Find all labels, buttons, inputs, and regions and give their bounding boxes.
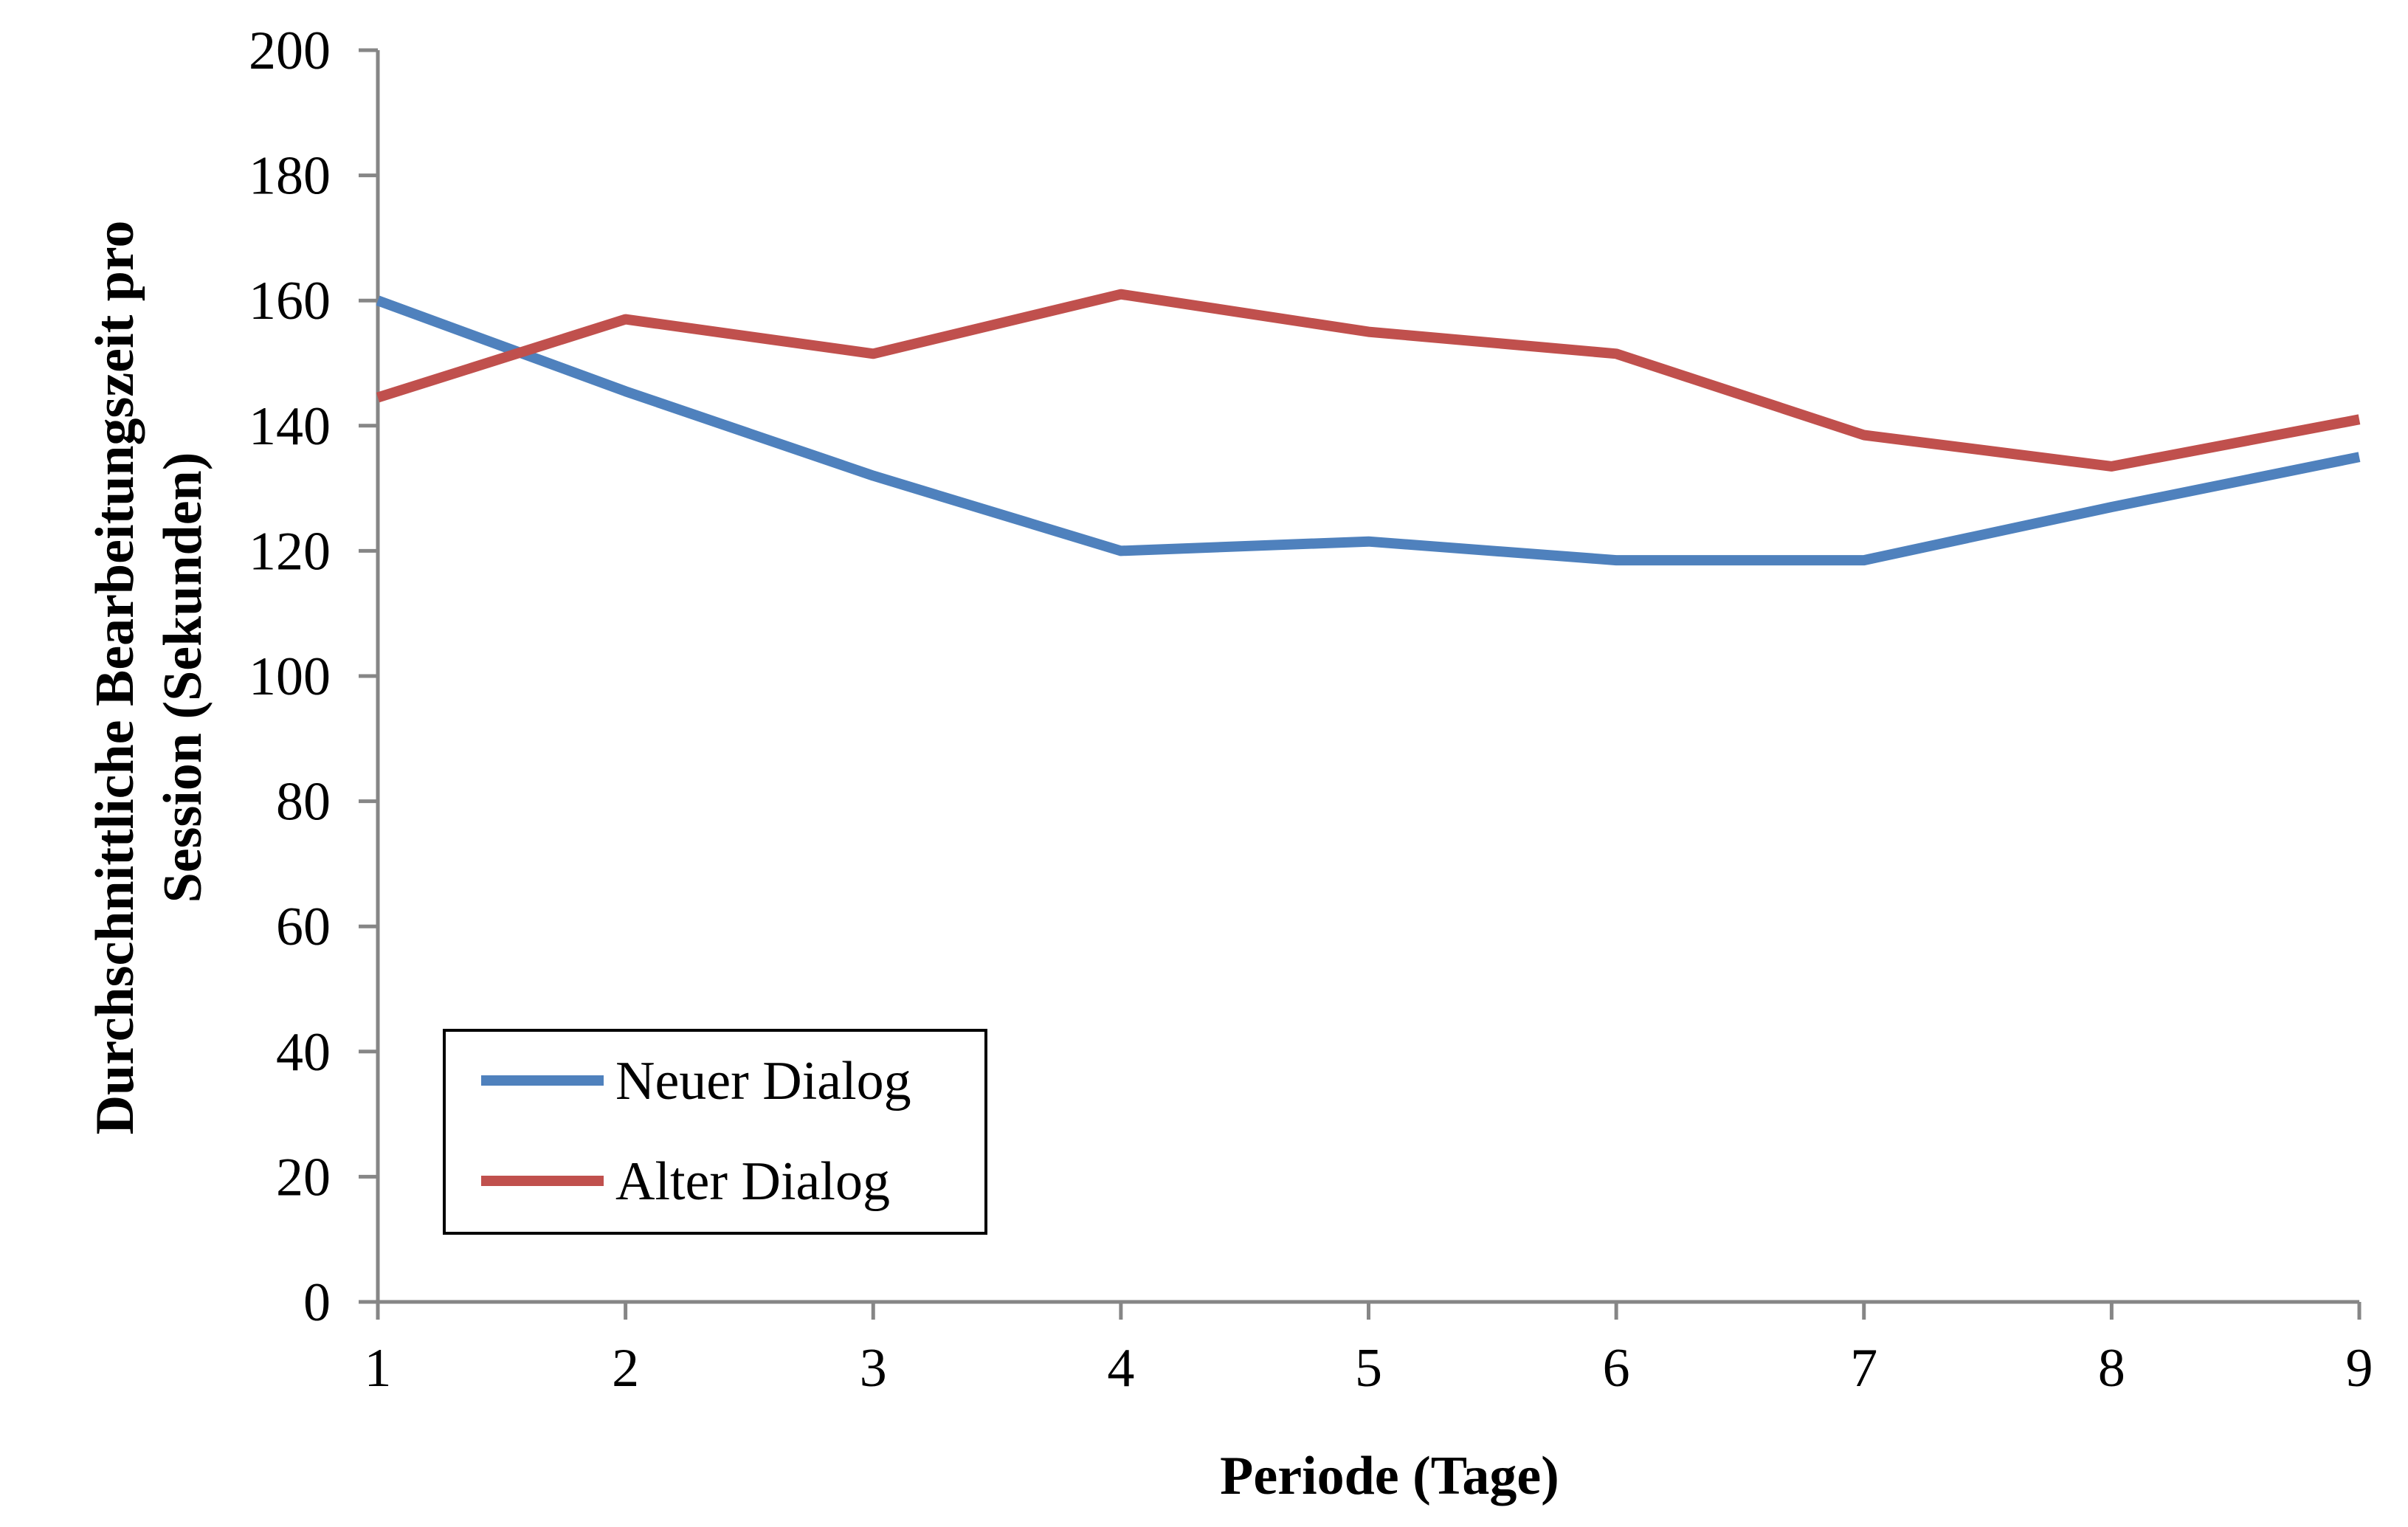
x-tick-label: 7 (1850, 1338, 1877, 1399)
series-lines (376, 289, 2361, 566)
y-tick-label: 200 (249, 21, 331, 81)
x-tick-label: 8 (2098, 1338, 2125, 1399)
y-tick-label: 80 (276, 772, 331, 833)
y-axis-title-line: Session (Sekunden) (153, 452, 213, 903)
legend-label-1: Neuer Dialog (615, 1051, 911, 1111)
y-tick-label: 180 (249, 146, 331, 207)
series-line-1 (376, 295, 2361, 566)
y-tick-label: 160 (249, 271, 331, 331)
x-tick-label: 1 (365, 1338, 392, 1399)
x-tick-label: 5 (1355, 1338, 1382, 1399)
axes: 0 20 40 60 80 100 120 140 160 180 200 1 2 3 4 5 6 7 8 9 (249, 21, 2373, 1399)
x-tick-label: 9 (2346, 1338, 2373, 1399)
x-tick-label: 2 (612, 1338, 639, 1399)
y-axis-title-line: Durchschnittliche Bearbeitungszeit pro (85, 221, 145, 1135)
y-tick-label: 40 (276, 1022, 331, 1083)
y-tick-label: 0 (303, 1272, 331, 1333)
x-tick-label: 4 (1107, 1338, 1134, 1399)
x-axis-title: Periode (Tage) (1220, 1446, 1559, 1506)
series-line-2 (376, 289, 2361, 472)
y-tick-label: 60 (276, 897, 331, 957)
y-tick-label: 20 (276, 1147, 331, 1207)
x-tick-label: 3 (860, 1338, 887, 1399)
x-tick-label: 6 (1603, 1338, 1630, 1399)
legend-label-2: Alter Dialog (615, 1151, 890, 1212)
legend-box (443, 1029, 987, 1235)
y-tick-label: 100 (249, 647, 331, 707)
y-axis-title: Durchschnittliche Bearbeitungszeit pro Se… (85, 221, 213, 1135)
y-tick-label: 120 (249, 521, 331, 582)
y-tick-label: 140 (249, 396, 331, 457)
legend: Neuer Dialog Alter Dialog (443, 1029, 987, 1235)
